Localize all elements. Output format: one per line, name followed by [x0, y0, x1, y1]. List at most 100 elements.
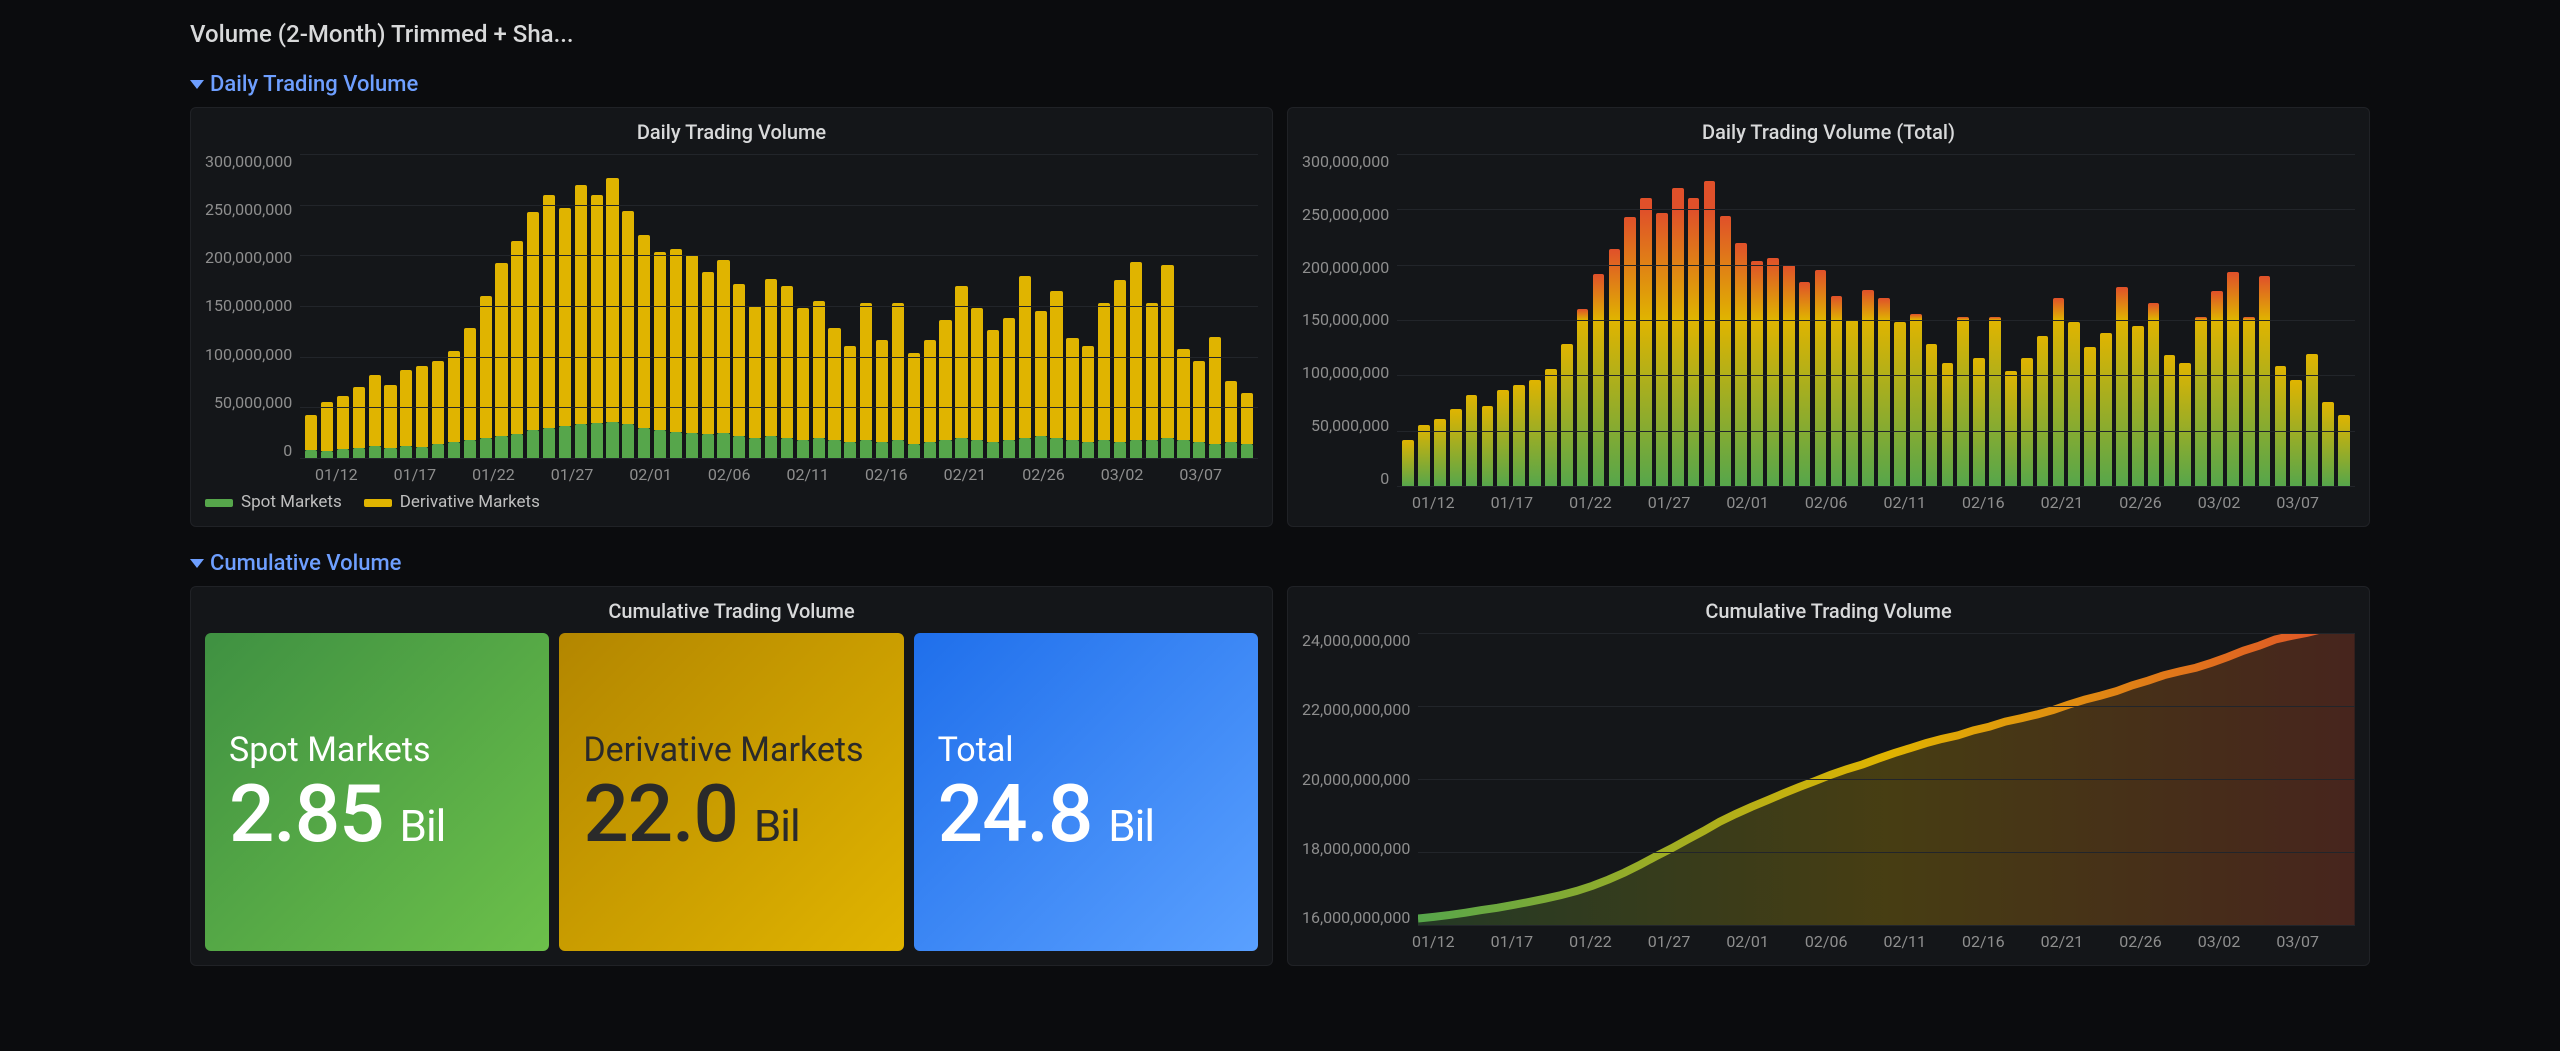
bar-segment-spot — [765, 436, 777, 458]
x-tick-label: 02/01 — [1726, 493, 1805, 512]
bar-segment-derivative — [670, 249, 682, 431]
legend-stacked[interactable]: Spot Markets Derivative Markets — [205, 492, 1258, 512]
bar-segment-spot — [1082, 442, 1094, 458]
bar-gradient — [1624, 217, 1636, 486]
bar-segment-spot — [384, 448, 396, 458]
bar-segment-derivative — [1241, 393, 1253, 444]
x-tick-label: 03/02 — [2198, 493, 2277, 512]
legend-item[interactable]: Spot Markets — [205, 492, 342, 512]
bar-segment-spot — [987, 442, 999, 458]
bar-segment-derivative — [606, 178, 618, 421]
grid-line — [300, 407, 1258, 408]
x-tick-label: 02/01 — [629, 465, 708, 484]
bar-gradient — [2005, 371, 2017, 486]
bar-segment-derivative — [1114, 280, 1126, 442]
bar-segment-spot — [559, 426, 571, 458]
bar-gradient — [1831, 296, 1843, 486]
x-axis-area: 01/1201/1701/2201/2702/0102/0602/1102/16… — [1302, 932, 2355, 951]
bar-segment-spot — [591, 423, 603, 458]
bar-gradient — [1593, 274, 1605, 486]
x-tick-label: 02/06 — [1805, 932, 1884, 951]
bar-gradient — [2179, 363, 2191, 486]
bar-gradient — [2037, 336, 2049, 487]
bar-segment-spot — [749, 438, 761, 458]
bar-segment-spot — [1114, 442, 1126, 458]
bar-segment-spot — [1146, 440, 1158, 458]
x-tick-label: 02/16 — [865, 465, 944, 484]
bar-gradient — [1957, 317, 1969, 486]
bar-segment-derivative — [1146, 303, 1158, 440]
bar-segment-derivative — [1193, 361, 1205, 442]
y-tick-label: 100,000,000 — [205, 347, 292, 363]
x-tick-label: 02/26 — [2119, 932, 2198, 951]
bar-segment-derivative — [892, 303, 904, 440]
panel-title-area: Cumulative Trading Volume — [1302, 599, 2355, 623]
bar-gradient — [1513, 385, 1525, 486]
bar-segment-spot — [1050, 438, 1062, 458]
bar-segment-derivative — [939, 320, 951, 440]
plot-area-area[interactable] — [1418, 633, 2355, 926]
stat-card[interactable]: Total24.8 Bil — [914, 633, 1258, 951]
bar-gradient — [1545, 369, 1557, 486]
bar-segment-derivative — [1161, 265, 1173, 437]
bar-gradient — [1688, 198, 1700, 486]
bar-segment-derivative — [797, 308, 809, 440]
stat-card[interactable]: Spot Markets2.85 Bil — [205, 633, 549, 951]
bar-segment-spot — [1098, 440, 1110, 458]
y-tick-label: 200,000,000 — [1302, 260, 1389, 276]
legend-item[interactable]: Derivative Markets — [364, 492, 540, 512]
section-header-daily[interactable]: Daily Trading Volume — [190, 72, 2370, 97]
x-tick-label: 02/21 — [2041, 932, 2120, 951]
grid-line — [1397, 265, 2355, 266]
bar-segment-derivative — [860, 303, 872, 440]
x-tick-label: 02/11 — [1883, 493, 1962, 512]
x-axis-gradient: 01/1201/1701/2201/2702/0102/0602/1102/16… — [1302, 493, 2355, 512]
x-tick-label: 01/27 — [551, 465, 630, 484]
x-tick-label: 03/07 — [2276, 493, 2355, 512]
x-tick-label: 03/07 — [1179, 465, 1258, 484]
bar-gradient — [1942, 363, 1954, 486]
y-tick-label: 300,000,000 — [1302, 154, 1389, 170]
bar-segment-spot — [416, 447, 428, 458]
bar-gradient — [1561, 344, 1573, 486]
y-tick-label: 300,000,000 — [205, 154, 292, 170]
bar-gradient — [1973, 358, 1985, 486]
bar-segment-derivative — [781, 286, 793, 438]
section-title-cumulative: Cumulative Volume — [210, 551, 401, 576]
bar-segment-derivative — [495, 263, 507, 435]
x-tick-label: 02/26 — [2119, 493, 2198, 512]
panel-daily-stacked: Daily Trading Volume 300,000,000250,000,… — [190, 107, 1273, 527]
bar-gradient — [2290, 380, 2302, 486]
bar-segment-derivative — [1082, 346, 1094, 442]
chart-body-gradient: 300,000,000250,000,000200,000,000150,000… — [1302, 154, 2355, 487]
bar-segment-derivative — [1098, 303, 1110, 440]
bar-segment-spot — [495, 436, 507, 458]
bar-segment-derivative — [384, 385, 396, 448]
bar-segment-derivative — [369, 375, 381, 446]
bar-segment-spot — [781, 438, 793, 458]
plot-area-stacked[interactable] — [300, 154, 1258, 459]
y-tick-label: 50,000,000 — [1311, 418, 1389, 434]
section-header-cumulative[interactable]: Cumulative Volume — [190, 551, 2370, 576]
bar-segment-derivative — [1177, 349, 1189, 440]
bar-segment-spot — [924, 442, 936, 458]
bar-gradient — [2338, 415, 2350, 486]
bar-segment-spot — [1003, 440, 1015, 458]
stat-card[interactable]: Derivative Markets22.0 Bil — [559, 633, 903, 951]
bar-segment-spot — [813, 438, 825, 458]
x-tick-label: 01/12 — [315, 465, 394, 484]
bar-segment-spot — [1019, 438, 1031, 458]
y-tick-label: 0 — [283, 443, 292, 459]
bar-segment-spot — [432, 444, 444, 458]
bar-segment-derivative — [622, 211, 634, 424]
x-tick-label: 03/02 — [2198, 932, 2277, 951]
stat-card-value: 2.85 Bil — [229, 774, 525, 854]
bar-gradient — [1402, 440, 1414, 486]
chevron-down-icon — [190, 559, 204, 568]
bar-segment-derivative — [432, 361, 444, 444]
x-axis-stacked: 01/1201/1701/2201/2702/0102/0602/1102/16… — [205, 465, 1258, 484]
grid-line — [1397, 375, 2355, 376]
stat-card-label: Spot Markets — [229, 730, 525, 770]
bar-segment-spot — [686, 433, 698, 458]
plot-area-gradient[interactable] — [1397, 154, 2355, 487]
